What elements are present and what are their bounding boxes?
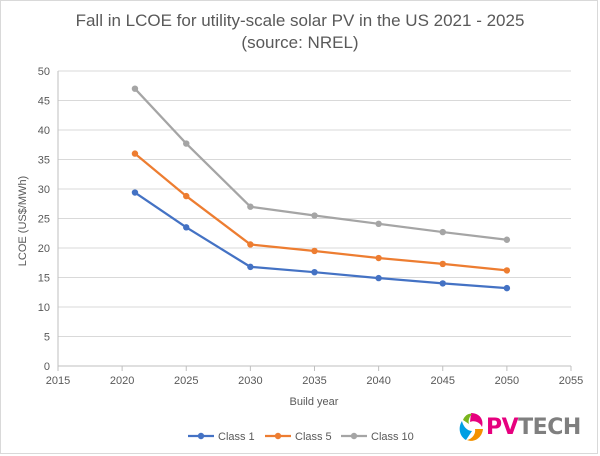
data-point	[131, 150, 139, 157]
data-point	[375, 254, 382, 262]
data-point	[311, 212, 318, 219]
series-line-class-10	[134, 87, 508, 241]
data-point	[131, 85, 139, 92]
y-tick-label: 5	[44, 332, 50, 344]
data-point	[311, 268, 318, 276]
x-tick-label: 2025	[174, 375, 198, 387]
y-tick-labels: 0 5 10 15 20 25 30 35 40 45 50	[38, 66, 50, 373]
x-tick-label: 2015	[46, 375, 70, 387]
x-axis-label: Build year	[290, 396, 339, 408]
series-group	[131, 85, 511, 292]
data-point	[247, 241, 254, 248]
data-point	[247, 203, 254, 210]
y-tick-label: 45	[38, 96, 50, 108]
legend-label: Class 1	[218, 431, 255, 443]
y-tick-label: 15	[38, 273, 50, 285]
data-point	[183, 192, 190, 200]
y-tick-label: 30	[38, 184, 50, 196]
legend-label: Class 5	[295, 431, 332, 443]
data-point	[183, 224, 190, 231]
pvtech-logo: PVTECH	[456, 408, 596, 448]
data-point	[311, 247, 318, 255]
x-tick-label: 2040	[366, 375, 390, 387]
chart-title-block: Fall in LCOE for utility-scale solar PV …	[0, 10, 600, 54]
pvtech-wordmark: PVTECH	[486, 416, 581, 440]
y-tick-label: 50	[38, 66, 50, 78]
x-tick-label: 2035	[302, 375, 326, 387]
legend-marker	[197, 432, 205, 440]
y-tick-label: 20	[38, 243, 50, 255]
x-tick-label: 2055	[559, 375, 583, 387]
data-point	[375, 220, 382, 228]
x-tick-label: 2020	[110, 375, 134, 387]
data-point	[375, 274, 382, 282]
data-point	[503, 284, 511, 292]
pvtech-swirl-icon	[459, 413, 483, 441]
legend-marker	[350, 432, 358, 440]
x-tick-labels: 2015 2020 2025 2030 2035 2040 2045 2050 2055	[46, 375, 583, 387]
chart-title: Fall in LCOE for utility-scale solar PV …	[75, 11, 525, 30]
data-point	[131, 189, 139, 196]
y-tick-label: 40	[38, 125, 50, 137]
x-tick-label: 2045	[431, 375, 455, 387]
y-tick-label: 35	[38, 155, 50, 167]
axes	[57, 71, 572, 371]
legend-marker	[274, 432, 282, 440]
data-point	[439, 260, 446, 268]
legend-label: Class 10	[371, 431, 414, 443]
data-point	[503, 267, 511, 274]
y-axis-label: LCOE (US$/MWh)	[17, 176, 29, 266]
legend: Class 1 Class 5 Class 10	[188, 431, 414, 443]
series-line-class-1	[134, 191, 507, 290]
data-point	[439, 280, 446, 287]
y-tick-label: 25	[38, 214, 50, 226]
x-tick-label: 2050	[495, 375, 519, 387]
y-tick-label: 10	[38, 302, 50, 314]
data-point	[503, 236, 511, 243]
data-point	[439, 228, 446, 236]
data-point	[247, 263, 254, 271]
data-point	[183, 140, 190, 147]
pvtech-wordmark-tech: TECH	[518, 415, 581, 440]
series-line-class-5	[134, 152, 507, 272]
y-tick-label: 0	[44, 361, 50, 373]
chart-subtitle: (source: NREL)	[241, 33, 359, 52]
x-tick-label: 2030	[238, 375, 262, 387]
gridlines	[58, 70, 571, 337]
pvtech-wordmark-pv: PV	[486, 415, 519, 440]
